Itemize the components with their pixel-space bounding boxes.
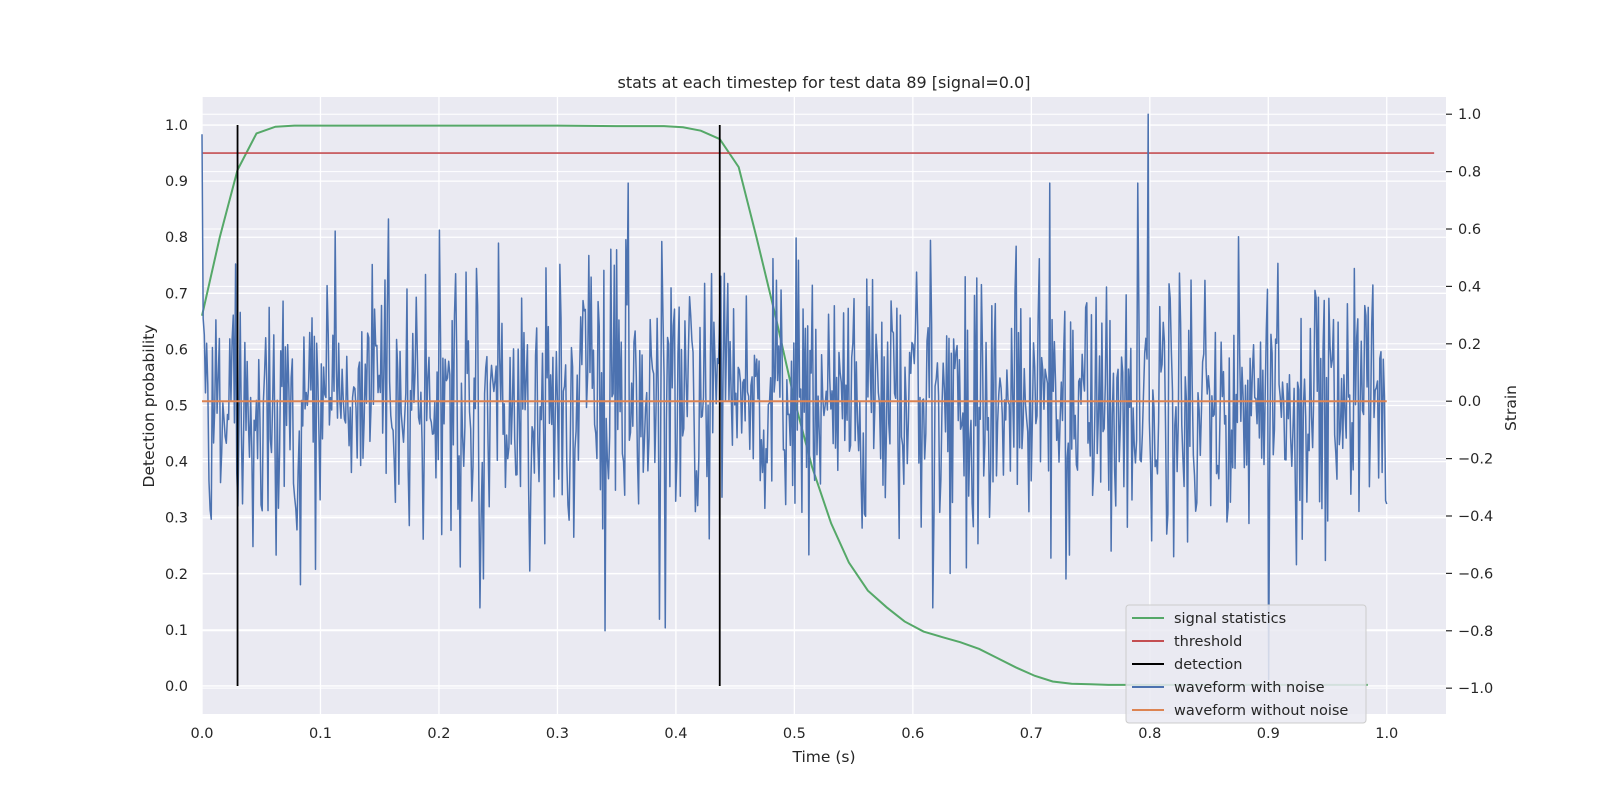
x-tick-label: 1.0 <box>1375 726 1398 742</box>
legend-box <box>1125 604 1367 724</box>
legend-label-signal: signal statistics <box>1174 611 1286 627</box>
y-tick-label: 0.4 <box>165 455 188 471</box>
signal-statistics-line <box>201 124 1368 686</box>
x-tick-label: 0.1 <box>309 726 332 742</box>
legend: signal statistics threshold detection wa… <box>1125 604 1367 724</box>
y2-tick-label: 0.6 <box>1458 222 1481 238</box>
y-tick-label: 0.5 <box>165 399 188 415</box>
y-tick-label: 0.1 <box>165 623 188 639</box>
y-tick-label: 0.3 <box>165 511 188 527</box>
y2-tick-label: −0.8 <box>1458 624 1493 640</box>
y-axis-label: Detection probability <box>140 325 158 488</box>
plot-series <box>201 113 1435 686</box>
legend-label-noisy: waveform with noise <box>1174 680 1325 696</box>
y2-tick-label: 1.0 <box>1458 107 1481 123</box>
x-axis-ticks: 0.0 0.1 0.2 0.3 0.4 0.5 0.6 0.7 0.8 0.9 1.0 <box>190 726 1398 742</box>
y2-tick-label: −0.2 <box>1458 452 1493 468</box>
y2-tick-label: −0.4 <box>1458 509 1493 525</box>
y-tick-label: 0.9 <box>165 174 188 190</box>
y-tick-label: 0.2 <box>165 567 188 583</box>
x-tick-label: 0.7 <box>1020 726 1043 742</box>
y-tick-label: 0.7 <box>165 286 188 302</box>
legend-label-detection: detection <box>1174 657 1242 673</box>
x-tick-label: 0.4 <box>664 726 687 742</box>
y-tick-label: 0.6 <box>165 342 188 358</box>
y2-tick-label: 0.4 <box>1458 279 1481 295</box>
y2-tick-label: 0.2 <box>1458 337 1481 353</box>
chart-title: stats at each timestep for test data 89 … <box>618 73 1031 92</box>
y2-tick-label: 0.8 <box>1458 165 1481 181</box>
legend-label-clean: waveform without noise <box>1174 703 1348 719</box>
x-tick-label: 0.2 <box>427 726 450 742</box>
x-tick-label: 0.5 <box>783 726 806 742</box>
x-tick-label: 0.8 <box>1138 726 1161 742</box>
y-axis-ticks: 0.0 0.1 0.2 0.3 0.4 0.5 0.6 0.7 0.8 0.9 1.0 <box>165 118 188 695</box>
legend-label-threshold: threshold <box>1174 634 1242 650</box>
x-axis-label: Time (s) <box>791 748 855 766</box>
x-tick-label: 0.3 <box>546 726 569 742</box>
y-tick-label: 1.0 <box>165 118 188 134</box>
y2-tick-label: −0.6 <box>1458 566 1493 582</box>
x-tick-label: 0.9 <box>1257 726 1280 742</box>
y-tick-label: 0.8 <box>165 230 188 246</box>
x-tick-label: 0.6 <box>901 726 924 742</box>
y2-tick-label: −1.0 <box>1458 681 1493 697</box>
x-tick-label: 0.0 <box>190 726 213 742</box>
y2-tick-label: 0.0 <box>1458 394 1481 410</box>
y2-axis-label: Strain <box>1502 385 1520 431</box>
y-tick-label: 0.0 <box>165 679 188 695</box>
waveform-with-noise-line <box>201 113 1388 681</box>
y2-axis-ticks: −1.0 −0.8 −0.6 −0.4 −0.2 0.0 0.2 0.4 0.6 0.8 1.0 <box>1446 107 1493 697</box>
